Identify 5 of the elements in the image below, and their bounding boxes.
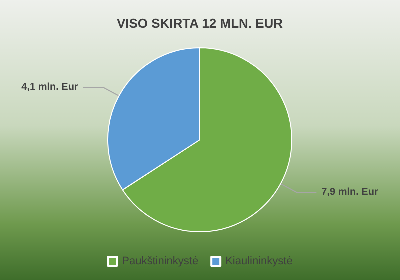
legend-label: Paukštininkystė xyxy=(122,256,199,268)
data-label: 4,1 mln. Eur xyxy=(22,82,78,94)
data-label: 7,9 mln. Eur xyxy=(322,186,378,198)
chart-title: VISO SKIRTA 12 MLN. EUR xyxy=(116,16,284,31)
legend-label: Kiaulininkystė xyxy=(226,256,293,268)
